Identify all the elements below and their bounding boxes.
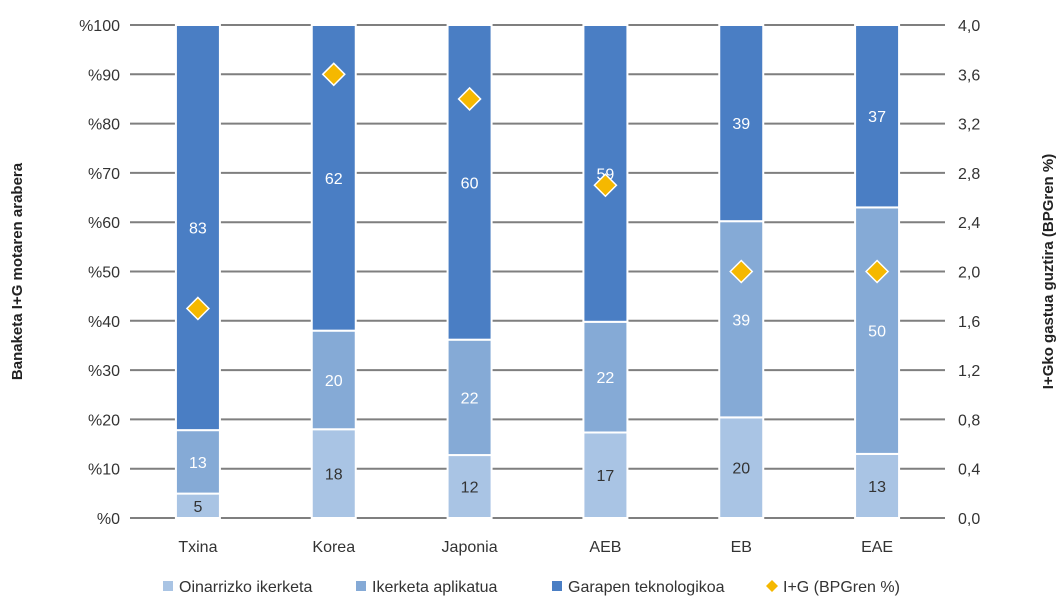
grid-lines bbox=[130, 24, 945, 519]
y-tick-label: %90 bbox=[88, 67, 120, 84]
bar-value-label: 17 bbox=[597, 468, 615, 485]
bar-value-label: 83 bbox=[189, 221, 207, 238]
markers bbox=[185, 62, 890, 321]
diamond-marker bbox=[457, 86, 482, 112]
legend-label: Ikerketa aplikatua bbox=[372, 579, 498, 596]
bar-segment bbox=[174, 429, 221, 495]
bar-segment bbox=[854, 24, 901, 209]
bar-value-label: 12 bbox=[461, 480, 479, 497]
legend-swatch bbox=[356, 581, 366, 591]
y2-tick-label: 0,4 bbox=[958, 462, 980, 479]
bar-value-label: 20 bbox=[732, 461, 750, 478]
diamond-marker bbox=[321, 62, 346, 87]
y-tick-label: %80 bbox=[88, 117, 120, 134]
bar-value-label: 18 bbox=[325, 467, 343, 484]
y-tick-label: %100 bbox=[79, 18, 120, 35]
bar-segment bbox=[582, 431, 629, 519]
y2-tick-label: 2,0 bbox=[958, 265, 980, 282]
y2-tick-label: 2,4 bbox=[958, 215, 980, 232]
bar-value-label: 39 bbox=[732, 116, 750, 133]
y2-tick-label: 4,0 bbox=[958, 18, 980, 35]
bar-value-label: 39 bbox=[732, 312, 750, 329]
bar-value-label: 22 bbox=[461, 390, 479, 407]
bar-value-label: 62 bbox=[325, 171, 343, 188]
y-tick-label: %50 bbox=[88, 265, 120, 282]
bar-segment bbox=[446, 24, 493, 341]
x-tick-label: AEB bbox=[589, 539, 621, 556]
bar-segment bbox=[310, 329, 357, 431]
bar-segment bbox=[174, 492, 221, 519]
legend: Oinarrizko ikerketa Ikerketa aplikatua Gar… bbox=[163, 579, 900, 596]
bar-segment bbox=[174, 24, 221, 432]
y2-tick-label: 3,2 bbox=[958, 117, 980, 134]
bar-value-label: 37 bbox=[868, 109, 886, 126]
diamond-marker bbox=[593, 173, 618, 198]
diamond-marker bbox=[865, 259, 890, 284]
bar-segment bbox=[582, 320, 629, 434]
y2-axis-title: I+Gko gastua guztira (BPGren %) bbox=[1040, 154, 1057, 389]
legend-swatch bbox=[766, 580, 778, 592]
y2-tick-label: 1,2 bbox=[958, 363, 980, 380]
y-tick-label: %0 bbox=[97, 511, 120, 528]
y2-tick-label: 0,0 bbox=[958, 511, 980, 528]
bar-segment bbox=[310, 428, 357, 520]
bar-value-label: 13 bbox=[189, 455, 207, 472]
legend-swatch bbox=[163, 581, 173, 591]
y2-tick-label: 0,8 bbox=[958, 412, 980, 429]
bar-value-label: 60 bbox=[461, 175, 479, 192]
legend-label: Garapen teknologikoa bbox=[568, 579, 725, 596]
bar-value-label: 13 bbox=[868, 479, 886, 496]
tick-labels: %0 %10 %20 %30 %40 %50 %60 %70 %80 %90 %100 0,0 0,4 0… bbox=[79, 18, 980, 556]
bar-segment bbox=[718, 220, 765, 419]
bar-segment bbox=[718, 24, 765, 223]
y-tick-label: %70 bbox=[88, 166, 120, 183]
y-tick-label: %60 bbox=[88, 215, 120, 232]
y2-tick-label: 2,8 bbox=[958, 166, 980, 183]
bar-segment bbox=[446, 338, 493, 457]
y-tick-label: %20 bbox=[88, 412, 120, 429]
y-tick-label: %10 bbox=[88, 462, 120, 479]
bar-segment bbox=[854, 452, 901, 519]
legend-label: Oinarrizko ikerketa bbox=[179, 579, 312, 596]
bar-value-label: 50 bbox=[868, 324, 886, 341]
x-tick-label: Txina bbox=[178, 539, 217, 556]
x-tick-label: EB bbox=[731, 539, 752, 556]
legend-label: I+G (BPGren %) bbox=[783, 579, 900, 596]
y-tick-label: %30 bbox=[88, 363, 120, 380]
bar-segment bbox=[718, 416, 765, 519]
y-tick-label: %40 bbox=[88, 314, 120, 331]
y-axis-title: Banaketa I+G motaren arabera bbox=[9, 162, 26, 380]
x-tick-label: Japonia bbox=[442, 539, 498, 556]
bar-value-label: 20 bbox=[325, 373, 343, 390]
bar-value-label: 22 bbox=[597, 370, 615, 387]
bar-value-label: 5 bbox=[193, 499, 202, 516]
y2-tick-label: 1,6 bbox=[958, 314, 980, 331]
diamond-marker bbox=[185, 296, 210, 321]
x-tick-label: Korea bbox=[312, 539, 355, 556]
x-tick-label: EAE bbox=[861, 539, 893, 556]
diamond-marker bbox=[729, 259, 754, 284]
y2-tick-label: 3,6 bbox=[958, 67, 980, 84]
legend-swatch bbox=[552, 581, 562, 591]
